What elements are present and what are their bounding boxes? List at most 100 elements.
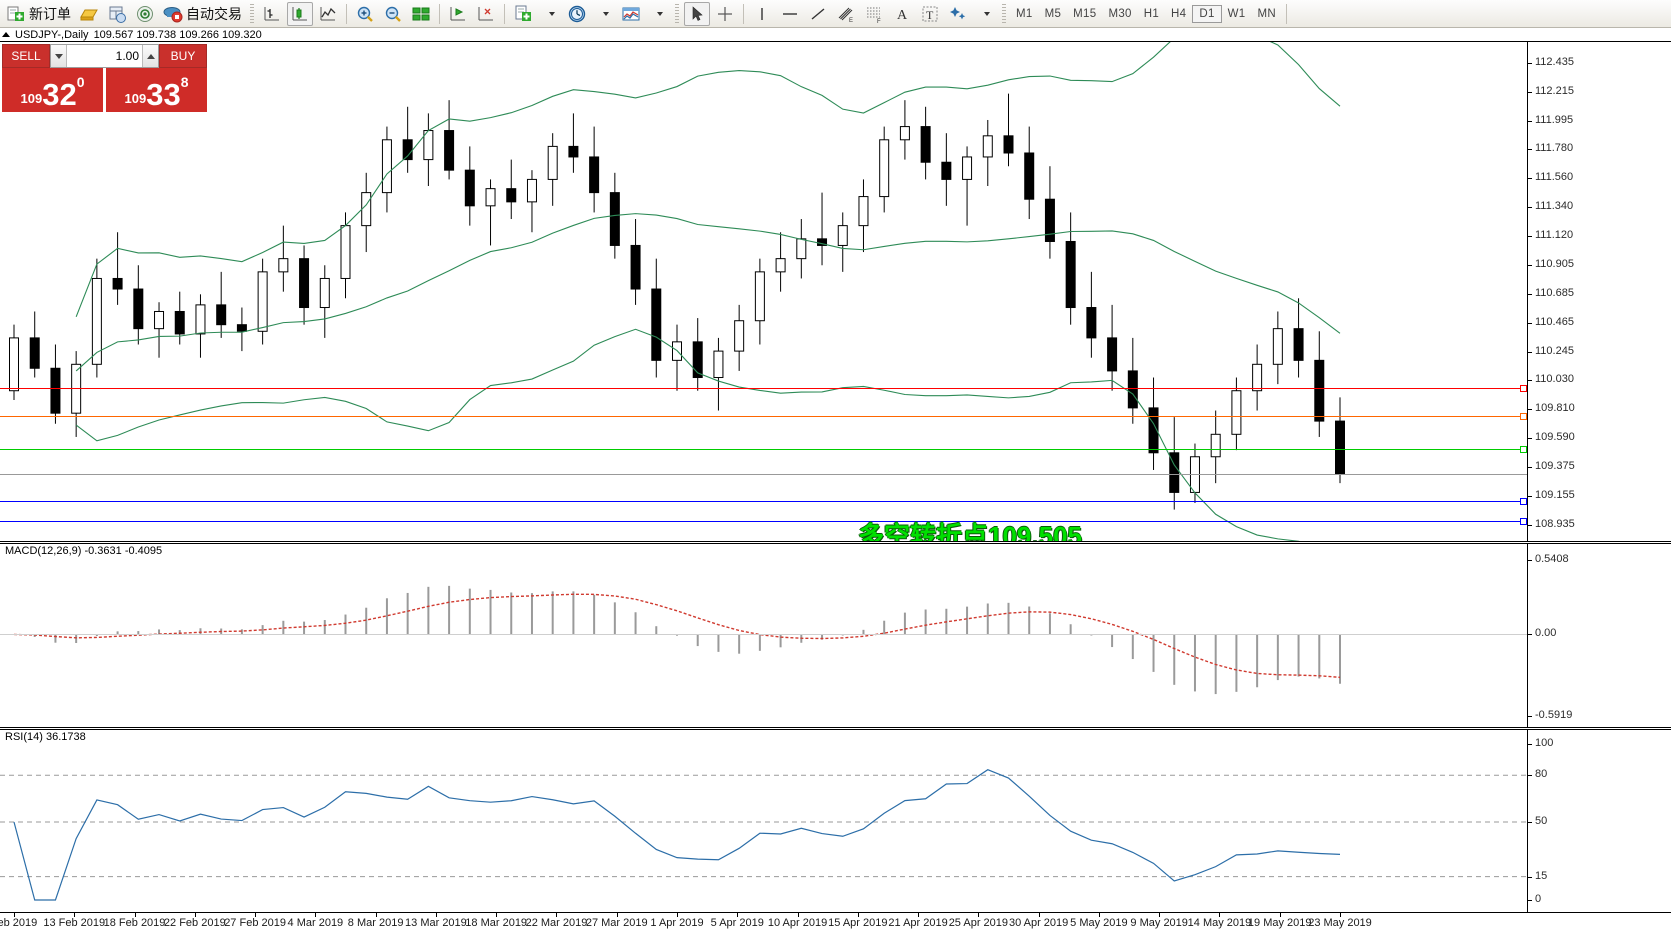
vline-icon: [752, 4, 772, 24]
rsi-plot-area[interactable]: [0, 730, 1527, 912]
hline-icon: [780, 4, 800, 24]
price-candles: [9, 42, 1345, 541]
svg-text:E: E: [849, 18, 853, 24]
svg-text:F: F: [877, 19, 881, 24]
buy-price-display[interactable]: 109 33 8: [106, 68, 207, 112]
auto-scroll-button[interactable]: [473, 2, 499, 26]
crosshair-button[interactable]: [712, 2, 738, 26]
price-pane[interactable]: 109.970109.760109.505109.320109.115108.9…: [0, 42, 1671, 542]
chart-shift-button[interactable]: [445, 2, 471, 26]
crosshair-icon: [715, 4, 735, 24]
date-tick-mark: [14, 913, 15, 917]
date-tick-label: 27 Mar 2019: [585, 917, 648, 929]
date-tick-label: 22 Feb 2019: [163, 917, 226, 929]
main-toolbar: 新订单: [0, 0, 1671, 28]
timeframe-m1[interactable]: M1: [1016, 7, 1033, 20]
volume-increment-button[interactable]: [142, 45, 158, 67]
cursor-button[interactable]: [684, 1, 710, 26]
gold-bar-button[interactable]: [76, 2, 102, 26]
date-tick-label: 10 Apr 2019: [767, 917, 828, 929]
date-tick-label: 22 Mar 2019: [525, 917, 588, 929]
candlestick-chart-button[interactable]: [287, 1, 313, 26]
timeframe-h1[interactable]: H1: [1143, 7, 1160, 20]
volume-decrement-button[interactable]: [51, 45, 67, 67]
auto-trading-button[interactable]: 自动交易: [160, 2, 245, 26]
macd-plot-area[interactable]: [0, 544, 1527, 727]
line-chart-button[interactable]: [315, 2, 341, 26]
zoom-in-button[interactable]: [352, 2, 378, 26]
support-level-108965-handle[interactable]: [1520, 517, 1527, 525]
macd-pane[interactable]: MACD(12,26,9) -0.3631 -0.4095 0.5408 0.00…: [0, 543, 1671, 728]
chart-annotation-text[interactable]: 多空转折点109.505: [858, 521, 1082, 541]
indicators-button[interactable]: [618, 2, 644, 26]
resistance-level-109970[interactable]: [0, 388, 1527, 390]
date-tick-label: 1 Apr 2019: [650, 917, 704, 929]
buy-price-pips: 33: [146, 77, 181, 112]
timeframe-h4[interactable]: H4: [1171, 7, 1187, 20]
navigator-button[interactable]: [132, 2, 158, 26]
trendline-button[interactable]: [805, 2, 831, 26]
price-scale[interactable]: 112.435 112.215 111.995 111.780 111.560 111.3…: [1527, 42, 1671, 541]
pivot-level-109505-handle[interactable]: [1520, 446, 1527, 454]
date-tick-label: 5 May 2019: [1070, 917, 1128, 929]
objects-button[interactable]: [945, 2, 971, 26]
macd-scale: 0.5408 0.00 -0.5919: [1527, 544, 1671, 727]
sell-price-display[interactable]: 109 32 0: [2, 68, 103, 112]
timeframe-mn[interactable]: MN: [1257, 7, 1277, 20]
indicators-icon: [621, 4, 641, 24]
date-tick-label: 19 May 2019: [1247, 917, 1312, 929]
horizontal-line-button[interactable]: [777, 2, 803, 26]
timeframe-m15[interactable]: M15: [1073, 7, 1097, 20]
text-button[interactable]: A: [889, 2, 915, 26]
volume-input[interactable]: 1.00: [115, 49, 139, 63]
data-window-button[interactable]: [104, 2, 130, 26]
text-label-button[interactable]: T: [917, 2, 943, 26]
sell-price-pips: 32: [42, 77, 77, 112]
templates-button[interactable]: [510, 2, 536, 26]
new-order-label: 新订单: [29, 5, 71, 22]
text-label-icon: T: [920, 4, 940, 24]
resistance-level-109760-handle[interactable]: [1520, 412, 1527, 420]
rsi-pane[interactable]: RSI(14) 36.1738 100 80 50 15 0: [0, 729, 1671, 912]
rsi-scale: 100 80 50 15 0: [1527, 730, 1671, 912]
equidistant-channel-icon: E: [836, 4, 856, 24]
resistance-level-109760[interactable]: [0, 415, 1527, 417]
support-level-109115[interactable]: [0, 501, 1527, 502]
zoom-out-button[interactable]: [380, 2, 406, 26]
new-order-button[interactable]: 新订单: [3, 2, 74, 26]
vertical-line-button[interactable]: [749, 2, 775, 26]
buy-button[interactable]: BUY: [159, 44, 207, 68]
equidistant-channel-button[interactable]: E: [833, 2, 859, 26]
resistance-level-109970-handle[interactable]: [1520, 385, 1527, 393]
date-tick-label: 13 Mar 2019: [405, 917, 467, 929]
period-button[interactable]: [564, 2, 590, 26]
current-price-level[interactable]: [0, 473, 1527, 475]
timeframe-m5[interactable]: M5: [1044, 7, 1062, 20]
date-tick-mark: [797, 913, 799, 917]
period-dropdown[interactable]: [592, 2, 616, 26]
tile-windows-button[interactable]: [408, 2, 434, 26]
pivot-level-109505[interactable]: [0, 449, 1527, 451]
symbol-info-bar: USDJPY-,Daily 109.567 109.738 109.266 10…: [0, 28, 1671, 42]
price-plot-area[interactable]: 109.970109.760109.505109.320109.115108.9…: [0, 42, 1527, 541]
objects-icon: [948, 4, 968, 24]
timeframe-m30[interactable]: M30: [1108, 7, 1132, 20]
volume-stepper[interactable]: 1.00: [50, 44, 159, 68]
sell-button[interactable]: SELL: [2, 44, 50, 68]
support-level-109115-handle[interactable]: [1520, 498, 1527, 505]
collapse-triangle-icon[interactable]: [2, 32, 10, 37]
fibonacci-button[interactable]: F: [861, 2, 887, 26]
templates-dropdown[interactable]: [538, 2, 562, 26]
support-level-108965[interactable]: [0, 520, 1527, 522]
timeframe-w1[interactable]: W1: [1227, 7, 1246, 20]
chart-shift-icon: [448, 4, 468, 24]
objects-dropdown[interactable]: [973, 2, 997, 26]
bar-chart-button[interactable]: [259, 2, 285, 26]
rsi-series: [0, 769, 1527, 901]
indicators-dropdown[interactable]: [646, 2, 670, 26]
timeframe-d1[interactable]: D1: [1192, 4, 1222, 23]
chevron-down-icon: [656, 11, 663, 16]
fibonacci-icon: F: [864, 4, 884, 24]
